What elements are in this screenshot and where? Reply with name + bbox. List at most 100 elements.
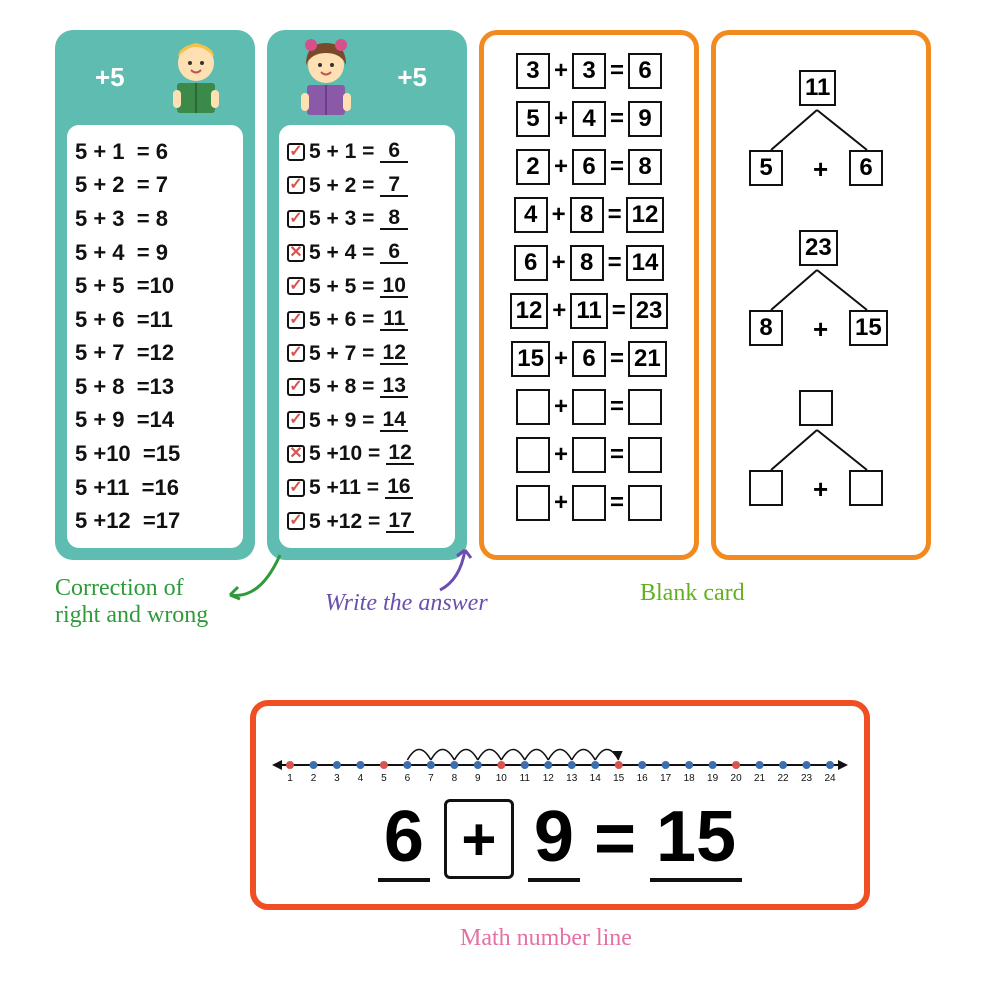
- equation-list-checked: ✓5 + 1 = 6✓5 + 2 = 7✓5 + 3 = 8✕5 + 4 = 6…: [279, 125, 455, 548]
- box-equation-row: +=: [496, 485, 682, 521]
- box-equation-row: 5+4=9: [496, 101, 682, 137]
- equation-row-checked: ✓5 +11 = 16: [287, 476, 447, 499]
- equation-row: 5 + 5 =10: [75, 275, 235, 297]
- svg-text:24: 24: [824, 773, 836, 784]
- number-box: [516, 389, 550, 425]
- svg-text:13: 13: [566, 773, 578, 784]
- number-box: [628, 485, 662, 521]
- plus-badge: +5: [397, 62, 427, 93]
- svg-text:4: 4: [358, 773, 364, 784]
- check-icon: ✓: [287, 176, 305, 194]
- equation-row-checked: ✓5 + 2 = 7: [287, 174, 447, 197]
- number-box: [516, 437, 550, 473]
- equation-row: 5 +11 =16: [75, 477, 235, 499]
- arrow-correction-icon: [220, 550, 300, 610]
- check-icon: ✓: [287, 378, 305, 396]
- caption-blank: Blank card: [640, 580, 745, 607]
- card-header: +5: [267, 30, 467, 125]
- bond-left: 5: [749, 150, 783, 186]
- number-box: 14: [626, 245, 665, 281]
- check-icon: ✓: [287, 311, 305, 329]
- equation-row: 5 + 1 = 6: [75, 141, 235, 163]
- number-box: 15: [511, 341, 550, 377]
- equation-row: 5 + 7 =12: [75, 342, 235, 364]
- written-answer: 12: [386, 442, 414, 465]
- number-line-equation: 6 + 9 = 15: [378, 796, 742, 882]
- bond-left: [749, 470, 783, 506]
- number-box: 5: [516, 101, 550, 137]
- equation-row-checked: ✓5 + 9 = 14: [287, 409, 447, 432]
- bond-top: 11: [799, 70, 836, 106]
- number-box: [572, 437, 606, 473]
- check-icon: ✓: [287, 210, 305, 228]
- bond-top: [799, 390, 833, 426]
- box-equation-row: 6+8=14: [496, 245, 682, 281]
- equation-row: 5 + 3 = 8: [75, 208, 235, 230]
- equation-row: 5 +12 =17: [75, 510, 235, 532]
- check-icon: ✓: [287, 143, 305, 161]
- box-equation-row: +=: [496, 389, 682, 425]
- number-box: 3: [516, 53, 550, 89]
- number-line-icon: 123456789101112131415161718192021222324: [270, 720, 850, 790]
- svg-text:7: 7: [428, 773, 434, 784]
- boy-reading-icon: [151, 35, 241, 125]
- written-answer: 10: [380, 275, 408, 298]
- number-bond-card: 11 5 + 6 23 8 + 15 +: [711, 30, 931, 560]
- card-header: +5: [55, 30, 255, 125]
- number-box: [628, 437, 662, 473]
- svg-text:1: 1: [287, 773, 293, 784]
- number-box: 4: [572, 101, 606, 137]
- equation-row-checked: ✓5 + 1 = 6: [287, 140, 447, 163]
- svg-text:20: 20: [731, 773, 743, 784]
- plus-badge: +5: [95, 62, 125, 93]
- number-box: 2: [516, 149, 550, 185]
- box-equation-row: 4+8=12: [496, 197, 682, 233]
- number-box: 12: [626, 197, 665, 233]
- number-box: 21: [628, 341, 667, 377]
- written-answer: 16: [385, 476, 413, 499]
- check-icon: ✓: [287, 479, 305, 497]
- svg-text:15: 15: [613, 773, 625, 784]
- box-equation-row: 15+6=21: [496, 341, 682, 377]
- bond-right: 6: [849, 150, 883, 186]
- number-box: 6: [572, 149, 606, 185]
- number-box: 8: [570, 245, 604, 281]
- number-bond: 23 8 + 15: [731, 230, 911, 360]
- equation-row: 5 + 9 =14: [75, 409, 235, 431]
- bond-right: [849, 470, 883, 506]
- reference-card: +5 5 + 1 = 65 + 2 = 75 + 3 = 85 + 4 = 95…: [55, 30, 255, 560]
- written-answer: 11: [380, 308, 408, 331]
- number-box: [572, 485, 606, 521]
- written-answer: 6: [380, 140, 408, 163]
- check-icon: ✓: [287, 277, 305, 295]
- svg-text:19: 19: [707, 773, 719, 784]
- equation-row-checked: ✓5 + 8 = 13: [287, 375, 447, 398]
- number-box: 9: [628, 101, 662, 137]
- equation-row-checked: ✓5 + 5 = 10: [287, 275, 447, 298]
- box-equation-row: +=: [496, 437, 682, 473]
- blank-equation-card: 3+3=65+4=92+6=84+8=126+8=1412+11=2315+6=…: [479, 30, 699, 560]
- svg-text:16: 16: [637, 773, 649, 784]
- number-bond: +: [731, 390, 911, 520]
- number-bond: 11 5 + 6: [731, 70, 911, 200]
- number-box: 8: [570, 197, 604, 233]
- caption-numline: Math number line: [460, 925, 632, 952]
- number-box: 4: [514, 197, 548, 233]
- number-box: [572, 389, 606, 425]
- box-equation-row: 2+6=8: [496, 149, 682, 185]
- svg-text:18: 18: [684, 773, 696, 784]
- svg-text:22: 22: [777, 773, 789, 784]
- written-answer: 13: [380, 375, 408, 398]
- equation-row: 5 + 6 =11: [75, 309, 235, 331]
- equation-row: 5 + 4 = 9: [75, 242, 235, 264]
- number-box: 12: [510, 293, 549, 329]
- written-answer: 12: [380, 342, 408, 365]
- svg-text:14: 14: [590, 773, 602, 784]
- arrow-write-icon: [430, 545, 490, 595]
- top-row: +5 5 + 1 = 65 + 2 = 75 + 3 = 85 + 4 = 95…: [0, 0, 1000, 560]
- number-box: 8: [628, 149, 662, 185]
- svg-text:12: 12: [543, 773, 555, 784]
- svg-text:5: 5: [381, 773, 387, 784]
- number-box: 6: [628, 53, 662, 89]
- nl-op: +: [444, 799, 514, 879]
